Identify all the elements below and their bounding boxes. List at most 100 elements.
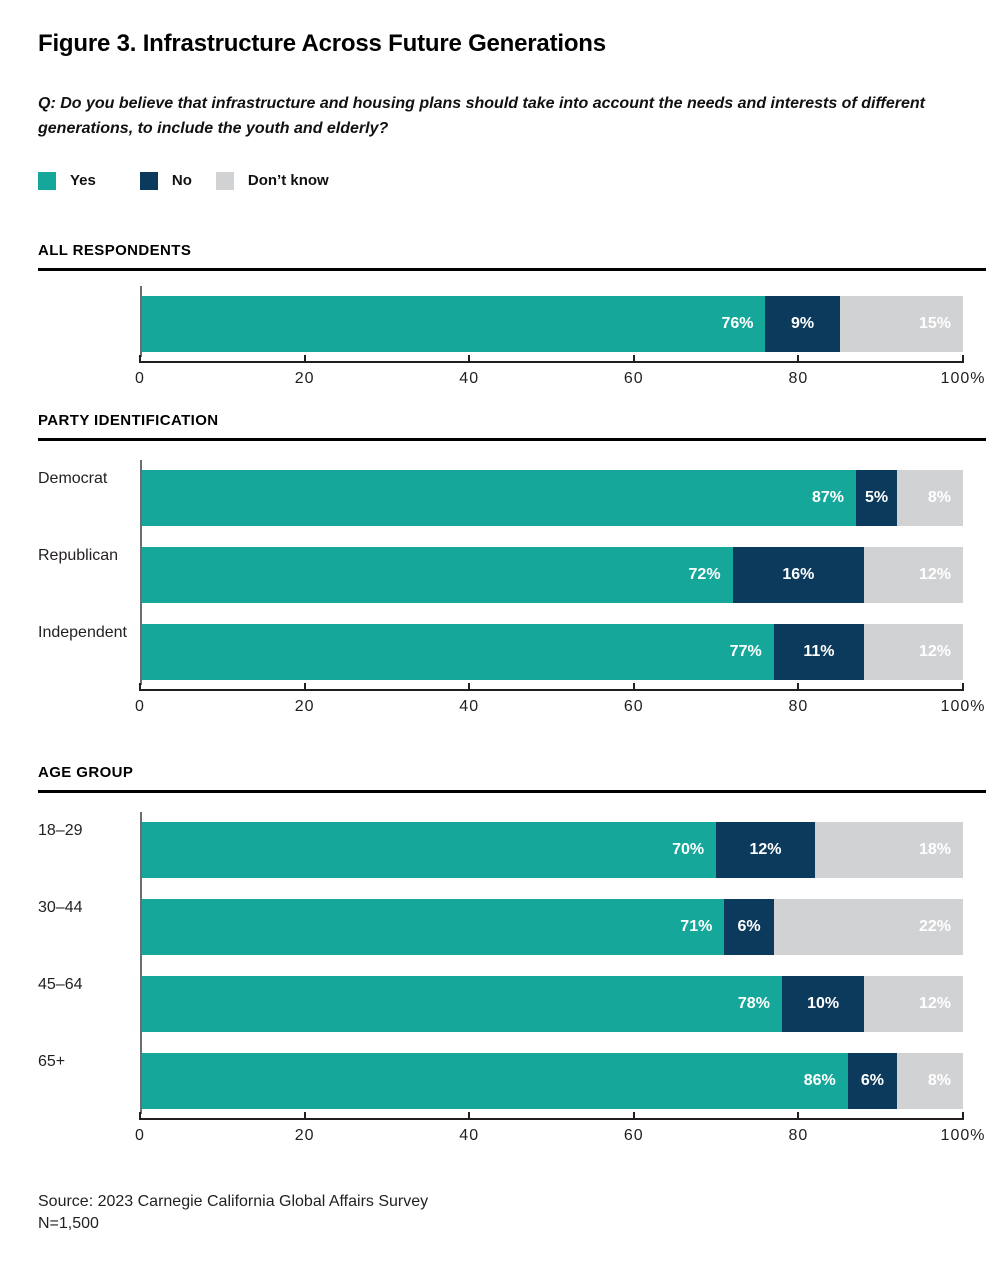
bar-segment-yes: 86% <box>140 1052 848 1109</box>
footer-note: Source: 2023 Carnegie California Global … <box>38 1191 986 1236</box>
legend: Yes No Don’t know <box>38 171 986 190</box>
bar-row: Independent 77% 11% 12% <box>38 623 963 680</box>
x-axis-line <box>140 360 963 363</box>
bar-segment-yes: 78% <box>140 975 782 1032</box>
axis-tick-label: 0 <box>135 697 145 715</box>
segment-value-label: 70% <box>672 840 705 858</box>
y-axis-spine <box>140 811 142 1114</box>
segment-value-label: 78% <box>737 994 770 1012</box>
segment-value-label: 9% <box>790 314 815 332</box>
axis-tick-label: 60 <box>623 369 644 387</box>
bar-segment-dont-know: 18% <box>814 821 963 878</box>
legend-label-yes: Yes <box>70 172 96 190</box>
x-axis-line <box>140 1117 963 1120</box>
bar-segment-yes: 70% <box>140 821 717 878</box>
x-axis-tick-labels: 0 20 40 60 80 100% <box>135 369 984 390</box>
segment-value-label: 8% <box>927 1071 951 1089</box>
segment-value-label: 22% <box>918 917 951 935</box>
bar-segment-dont-know: 12% <box>864 546 963 603</box>
stacked-bar: 76% 9% 15% <box>140 295 963 352</box>
axis-tick <box>468 1111 471 1120</box>
segment-value-label: 6% <box>860 1071 885 1089</box>
chart-section-all-respondents: ALL RESPONDENTS 76% 9% 15% 0 20 40 60 80 100% <box>38 242 986 390</box>
source-note: Source: 2023 Carnegie California Global … <box>38 1192 429 1210</box>
axis-tick <box>632 682 635 691</box>
stacked-bar: 70% 12% 18% <box>140 821 963 878</box>
segment-value-label: 12% <box>749 840 782 858</box>
segment-value-label: 5% <box>865 488 889 506</box>
bar-segment-dont-know: 22% <box>773 898 963 955</box>
axis-tick <box>139 682 141 691</box>
axis-tick-label: 100% <box>940 697 986 715</box>
row-label: 65+ <box>38 1052 66 1070</box>
axis-tick-label: 60 <box>623 1126 644 1144</box>
bar-row: Democrat 87% 5% 8% <box>38 469 963 526</box>
sample-size: N=1,500 <box>38 1214 99 1232</box>
stacked-bar: 78% 10% 12% <box>140 975 963 1032</box>
legend-item-no: No <box>139 171 192 190</box>
axis-tick-label: 80 <box>788 697 809 715</box>
segment-value-label: 8% <box>927 488 951 506</box>
bar-segment-yes: 76% <box>140 295 766 352</box>
axis-tick-label: 40 <box>459 697 480 715</box>
segment-value-label: 71% <box>680 917 713 935</box>
axis-tick <box>962 354 964 363</box>
axis-tick <box>468 354 471 363</box>
bar-segment-yes: 72% <box>140 546 733 603</box>
bar-segment-dont-know: 8% <box>897 469 963 526</box>
section-heading-age-group: AGE GROUP <box>38 764 986 793</box>
chart-section-party-identification: PARTY IDENTIFICATION Democrat 87% 5% 8% Repu… <box>38 412 986 718</box>
axis-tick <box>303 682 306 691</box>
axis-tick <box>303 1111 306 1120</box>
section-heading-all-respondents: ALL RESPONDENTS <box>38 242 986 271</box>
segment-value-label: 76% <box>721 314 754 332</box>
segment-value-label: 10% <box>807 994 840 1012</box>
segment-value-label: 16% <box>782 565 815 583</box>
segment-value-label: 12% <box>918 994 951 1012</box>
axis-tick-label: 80 <box>788 369 809 387</box>
bar-segment-no: 16% <box>732 546 865 603</box>
stacked-bar: 87% 5% 8% <box>140 469 963 526</box>
segment-value-label: 12% <box>918 642 951 660</box>
section-heading-party-identification: PARTY IDENTIFICATION <box>38 412 986 441</box>
bar-row: Republican 72% 16% 12% <box>38 546 963 603</box>
row-label: 45–64 <box>38 975 83 993</box>
axis-tick <box>139 1111 141 1120</box>
row-label: 18–29 <box>38 821 83 839</box>
bar-row: 30–44 71% 6% 22% <box>38 898 963 955</box>
x-axis <box>139 1111 964 1120</box>
bar-segment-dont-know: 8% <box>897 1052 963 1109</box>
axis-tick-label: 100% <box>940 1126 986 1144</box>
y-axis-spine <box>140 459 142 685</box>
bar-segment-no: 9% <box>765 295 840 352</box>
bar-row: 45–64 78% 10% 12% <box>38 975 963 1032</box>
bar-segment-yes: 77% <box>140 623 774 680</box>
segment-value-label: 86% <box>803 1071 836 1089</box>
bar-segment-dont-know: 12% <box>864 975 963 1032</box>
axis-tick <box>139 354 141 363</box>
x-axis <box>139 354 964 363</box>
segment-value-label: 77% <box>729 642 762 660</box>
segment-value-label: 15% <box>918 314 951 332</box>
axis-tick-label: 60 <box>623 697 644 715</box>
x-axis <box>139 682 964 691</box>
axis-tick-label: 40 <box>459 369 480 387</box>
x-axis-tick-labels: 0 20 40 60 80 100% <box>135 1126 984 1147</box>
segment-value-label: 87% <box>811 488 844 506</box>
axis-tick-label: 20 <box>294 697 315 715</box>
axis-tick-label: 20 <box>294 1126 315 1144</box>
axis-tick <box>962 682 964 691</box>
axis-tick <box>468 682 471 691</box>
bar-segment-no: 5% <box>856 469 898 526</box>
stacked-bar: 72% 16% 12% <box>140 546 963 603</box>
dont-know-swatch-icon <box>215 171 234 190</box>
segment-value-label: 11% <box>803 642 835 660</box>
axis-tick-label: 0 <box>135 1126 145 1144</box>
bar-segment-no: 6% <box>724 898 774 955</box>
legend-item-yes: Yes <box>38 171 96 190</box>
bar-segment-no: 12% <box>716 821 815 878</box>
bar-row: 65+ 86% 6% 8% <box>38 1052 963 1109</box>
axis-tick <box>632 1111 635 1120</box>
figure-title: Figure 3. Infrastructure Across Future G… <box>38 30 606 57</box>
y-axis-spine <box>140 285 142 357</box>
